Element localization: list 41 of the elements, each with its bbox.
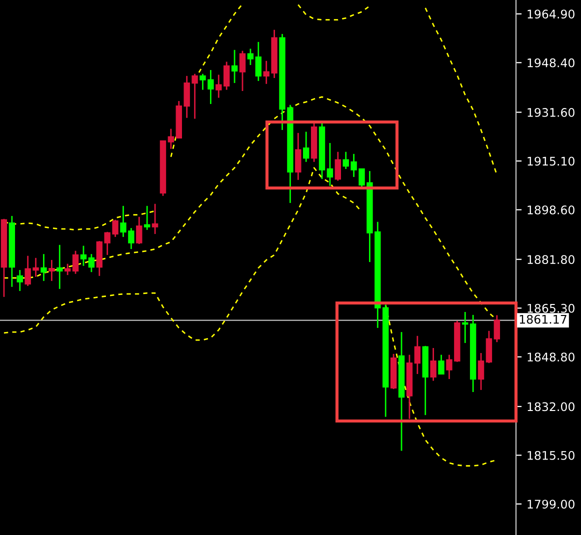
candlestick	[430, 347, 436, 382]
candlestick	[72, 250, 79, 275]
y-tick-label: 1799.00	[528, 500, 574, 509]
candlestick	[16, 269, 23, 292]
candlestick	[414, 335, 421, 375]
candlestick	[88, 253, 95, 273]
candlestick	[255, 41, 262, 82]
candlestick	[152, 203, 158, 235]
y-tick-label: 1832.00	[528, 402, 574, 412]
candlestick	[295, 132, 302, 181]
candlestick	[80, 245, 87, 267]
candlestick	[48, 259, 55, 282]
y-tick-label: 1898.60	[528, 205, 574, 214]
candlestick	[144, 205, 150, 231]
candlestick	[326, 142, 334, 187]
candlestick	[136, 216, 142, 245]
candlestick	[231, 49, 238, 84]
candlestick	[223, 61, 230, 90]
y-tick-label: 1964.90	[528, 10, 574, 19]
candlestick	[478, 352, 484, 391]
candlestick	[216, 74, 222, 98]
candlestick	[334, 151, 342, 182]
y-tick-label: 1948.40	[528, 58, 574, 68]
candlestick	[168, 128, 174, 150]
candlestick	[247, 48, 254, 66]
ref-line-label: 1861.17	[520, 314, 566, 324]
candlestick	[40, 253, 47, 282]
candlestick	[486, 330, 492, 364]
candlestick	[64, 263, 71, 276]
y-tick-label: 1815.50	[528, 450, 574, 460]
candlestick	[438, 354, 444, 375]
y-tick-label: 1881.80	[528, 255, 574, 264]
candlestick	[462, 311, 468, 344]
y-tick-label: 1915.10	[528, 156, 574, 166]
candlestick	[239, 50, 246, 92]
candlestick	[303, 131, 310, 163]
candlestick	[56, 244, 63, 290]
y-tick-label: 1865.30	[528, 304, 574, 313]
y-tick-label: 1931.60	[528, 108, 574, 117]
y-tick-label: 1848.80	[528, 352, 574, 362]
candlestick	[494, 314, 500, 343]
